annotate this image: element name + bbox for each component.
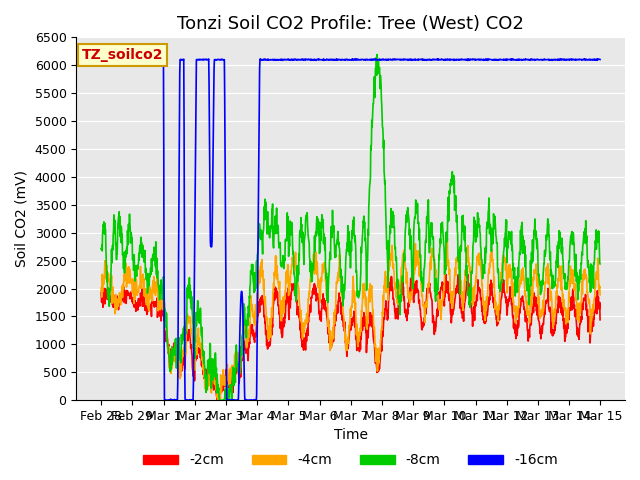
Title: Tonzi Soil CO2 Profile: Tree (West) CO2: Tonzi Soil CO2 Profile: Tree (West) CO2 (177, 15, 524, 33)
X-axis label: Time: Time (333, 429, 367, 443)
Legend: -2cm, -4cm, -8cm, -16cm: -2cm, -4cm, -8cm, -16cm (138, 448, 564, 473)
Y-axis label: Soil CO2 (mV): Soil CO2 (mV) (15, 170, 29, 267)
Text: TZ_soilco2: TZ_soilco2 (82, 48, 163, 62)
